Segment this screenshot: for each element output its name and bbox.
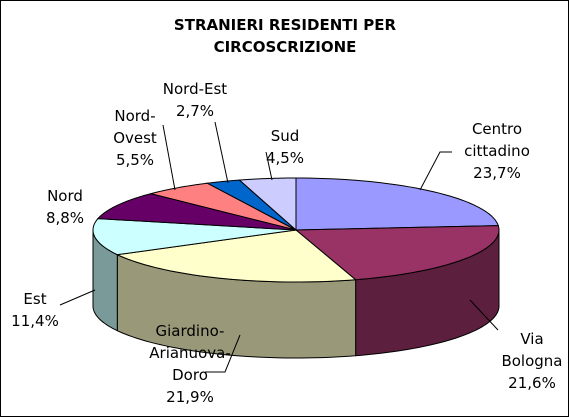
leader-line: [265, 151, 273, 181]
leader-line: [419, 151, 452, 191]
pie-slice: [115, 229, 357, 283]
pie-slice: [96, 193, 297, 231]
pie-slice: [205, 179, 297, 231]
category-label: Centro cittadino: [464, 120, 530, 160]
value-label: 4,5%: [265, 149, 305, 167]
pie-slice: [92, 218, 297, 256]
leader-line: [205, 334, 241, 373]
leader-line: [214, 121, 229, 184]
category-label: Nord-Est: [162, 80, 228, 98]
slice-label: Est 11,4%: [5, 288, 65, 332]
pie-tops: [92, 177, 500, 283]
leader-line: [59, 289, 96, 306]
value-label: 2,7%: [175, 102, 215, 120]
leader-line: [469, 299, 499, 331]
value-label: 21,6%: [508, 374, 556, 392]
leader-lines: [59, 121, 499, 373]
category-label: Nord-Ovest: [113, 107, 157, 147]
value-label: 11,4%: [11, 312, 59, 330]
category-label: Est: [23, 290, 47, 308]
slice-label: Nord 8,8%: [35, 185, 95, 229]
slice-label: Nord-Ovest 5,5%: [105, 105, 165, 171]
leader-line: [162, 124, 176, 191]
category-label: Nord: [47, 187, 83, 205]
category-label: Sud: [270, 127, 300, 145]
slice-label: Via Bologna 21,6%: [492, 328, 569, 394]
pie-slice: [295, 177, 500, 231]
slice-label: Nord-Est 2,7%: [150, 78, 240, 122]
slice-label: Sud 4,5%: [255, 125, 315, 169]
pie-slice: [294, 225, 500, 281]
pie-slice: [150, 182, 297, 231]
category-label: Via Bologna: [501, 330, 563, 370]
pie: [92, 177, 500, 359]
pie-slice: [238, 177, 297, 232]
value-label: 21,9%: [166, 388, 214, 406]
slice-label: Centro cittadino 23,7%: [447, 118, 547, 184]
value-label: 8,8%: [45, 209, 85, 227]
slice-label: Giardino-Arianuova-Doro 21,9%: [145, 320, 235, 408]
value-label: 5,5%: [115, 151, 155, 169]
value-label: 23,7%: [473, 164, 521, 182]
category-label: Giardino-Arianuova-Doro: [149, 322, 231, 384]
chart-title: STRANIERI RESIDENTI PER CIRCOSCRIZIONE: [173, 16, 397, 56]
